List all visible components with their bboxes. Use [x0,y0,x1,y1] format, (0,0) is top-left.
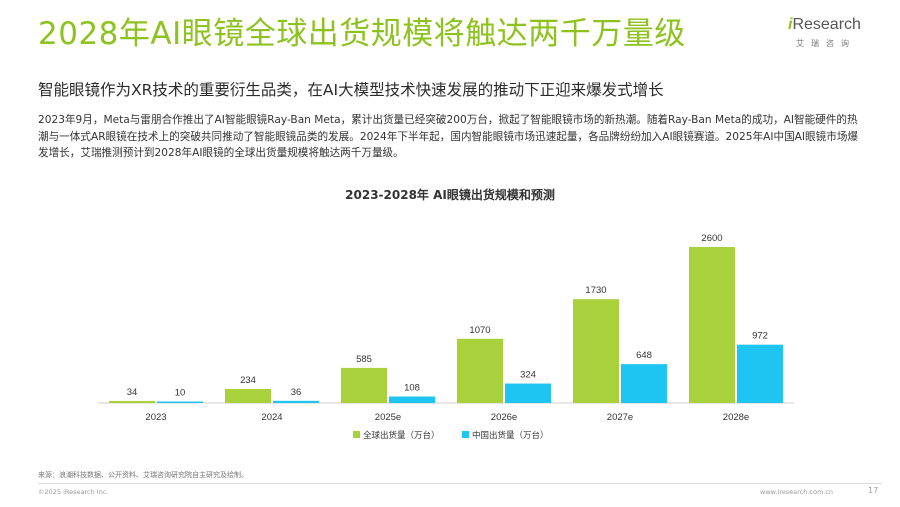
china-value-label-2024: 36 [291,387,302,398]
china-bar-2024 [273,400,319,403]
china-value-label-2027e: 648 [636,350,652,361]
china-value-label-2023: 10 [175,388,186,399]
footer-divider [38,483,882,484]
iresearch-logo: iResearch 艾瑞咨询 [786,16,882,56]
global-value-label-2023: 34 [127,387,138,398]
global-bar-2027e [573,299,619,403]
global-value-label-2025e: 585 [356,354,372,365]
x-tick-label-2023: 2023 [145,412,166,423]
page-subtitle: 智能眼镜作为XR技术的重要衍生品类，在AI大模型技术快速发展的推动下正迎来爆发式… [38,81,664,99]
x-tick-label-2028e: 2028e [723,412,749,423]
global-value-label-2024: 234 [240,375,256,386]
china-bar-2026e [505,383,551,403]
global-value-label-2026e: 1070 [469,325,490,336]
china-value-label-2025e: 108 [404,383,420,394]
logo-wordmark: iResearch [788,16,861,34]
legend-label-1: 中国出货量（万台） [472,430,549,441]
china-value-label-2028e: 972 [752,331,768,342]
chart-title: 2023-2028年 AI眼镜出货规模和预测 [345,188,555,202]
global-bar-2026e [457,338,503,403]
legend-swatch-1 [462,431,469,438]
logo-research: Research [792,16,861,33]
legend-label-0: 全球出货量（万台） [363,430,440,441]
page-number: 17 [868,486,879,495]
legend-swatch-0 [353,431,360,438]
china-bar-2023 [157,401,203,403]
global-value-label-2028e: 2600 [701,233,722,244]
x-tick-label-2025e: 2025e [375,412,401,423]
x-tick-label-2026e: 2026e [491,412,517,423]
website-text: www.iresearch.com.cn [760,488,834,496]
global-bar-2023 [109,400,155,403]
logo-i: i [788,16,793,33]
global-bar-2024 [225,388,271,403]
intro-paragraph: 2023年9月，Meta与雷朋合作推出了AI智能眼镜Ray-Ban Meta，累… [38,114,859,159]
source-note: 来源：浪潮科技数据、公开资料、艾瑞咨询研究院自主研究及绘制。 [38,471,248,479]
china-bar-2027e [621,364,667,403]
china-value-label-2026e: 324 [520,370,536,381]
x-tick-label-2027e: 2027e [607,412,633,423]
logo-subtitle: 艾瑞咨询 [796,39,856,48]
china-bar-2028e [737,344,783,403]
global-bar-2028e [689,247,735,403]
global-value-label-2027e: 1730 [585,285,606,296]
copyright-text: ©2025 iResearch Inc. [38,488,109,496]
china-bar-2025e [389,396,435,403]
page-title: 2028年AI眼镜全球出货规模将触达两千万量级 [38,16,686,52]
x-tick-label-2024: 2024 [261,412,282,423]
global-bar-2025e [341,367,387,403]
